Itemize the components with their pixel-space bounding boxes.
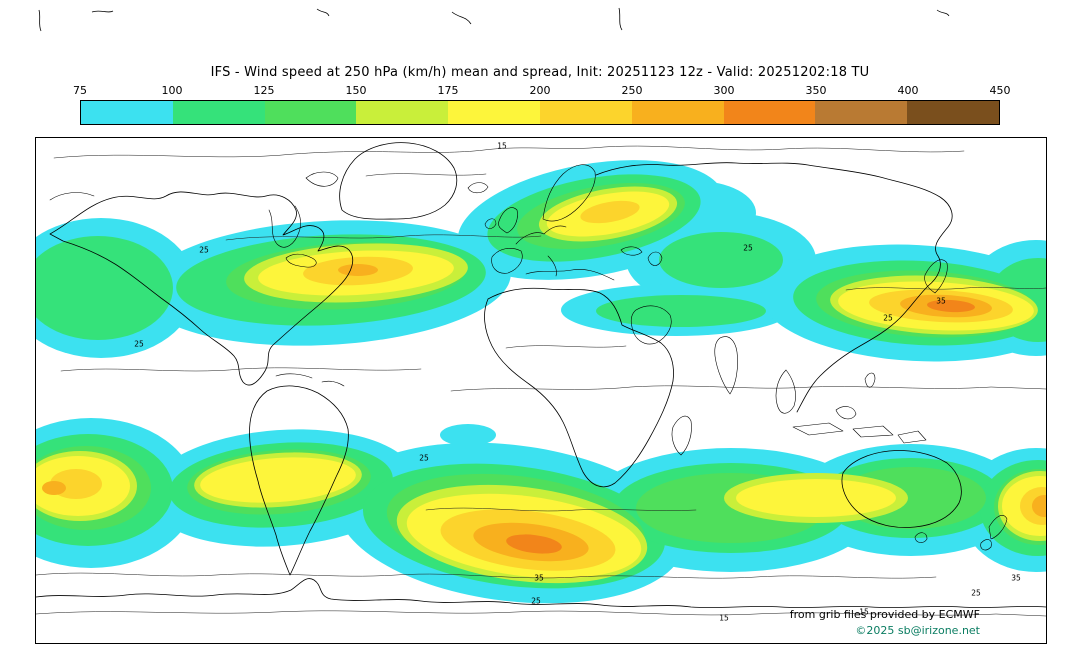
chart-title: IFS - Wind speed at 250 hPa (km/h) mean … xyxy=(210,65,870,80)
contour-label: 25 xyxy=(971,588,981,598)
colorbar-segment-250-300 xyxy=(631,101,724,124)
contour-label: 25 xyxy=(419,453,429,463)
contour-label: 25 xyxy=(199,245,209,255)
colorbar-segment-125-150 xyxy=(264,101,357,124)
top-edge-map-fragments xyxy=(38,7,950,32)
colorbar-tick-label: 450 xyxy=(989,84,1011,97)
contour-label: 25 xyxy=(883,313,893,323)
colorbar-tick-label: 350 xyxy=(805,84,827,97)
colorbar-segment-175-200 xyxy=(448,101,540,124)
coastlines xyxy=(36,142,1046,608)
colorbar-tick-labels: 75 100 125 150 175 200 250 300 350 400 450 xyxy=(73,84,1011,97)
colorbar-segment-100-125 xyxy=(172,101,265,124)
colorbar xyxy=(80,100,1000,125)
world-wind-map: 15 25 25 25 25 35 25 35 25 15 35 25 15 from grib fil… xyxy=(35,137,1047,644)
colorbar-tick-label: 400 xyxy=(897,84,919,97)
colorbar-tick-label: 100 xyxy=(161,84,183,97)
contour-label: 35 xyxy=(1011,573,1021,583)
spread-contour-lines xyxy=(36,145,1046,617)
colorbar-tick-label: 250 xyxy=(621,84,643,97)
colorbar-tick-label: 75 xyxy=(73,84,87,97)
contour-label: 35 xyxy=(936,296,946,306)
contour-label: 15 xyxy=(859,607,869,617)
colorbar-tick-label: 175 xyxy=(437,84,459,97)
colorbar-tick-label: 125 xyxy=(253,84,275,97)
contour-label: 25 xyxy=(743,243,753,253)
attribution-ecmwf: from grib files provided by ECMWF xyxy=(789,608,980,622)
wind-fill-300plus xyxy=(506,299,975,554)
colorbar-segment-350-400 xyxy=(815,101,908,124)
contour-label: 15 xyxy=(497,141,507,151)
colorbar-tick-label: 300 xyxy=(713,84,735,97)
contour-label: 15 xyxy=(719,613,729,623)
colorbar-segment-400-450 xyxy=(907,101,999,124)
contour-label: 25 xyxy=(134,339,144,349)
colorbar-tick-label: 150 xyxy=(345,84,367,97)
attribution: from grib files provided by ECMWF ©2025 … xyxy=(790,607,980,639)
contour-label: 25 xyxy=(531,596,541,606)
colorbar-segment-150-175 xyxy=(356,101,449,124)
world-map-svg xyxy=(36,142,1046,617)
attribution-copyright: ©2025 sb@irizone.net xyxy=(855,624,980,638)
colorbar-segment-200-250 xyxy=(539,101,632,124)
contour-label: 35 xyxy=(534,573,544,583)
colorbar-segment-300-350 xyxy=(723,101,816,124)
colorbar-segment-75-100 xyxy=(81,101,173,124)
colorbar-tick-label: 200 xyxy=(529,84,551,97)
